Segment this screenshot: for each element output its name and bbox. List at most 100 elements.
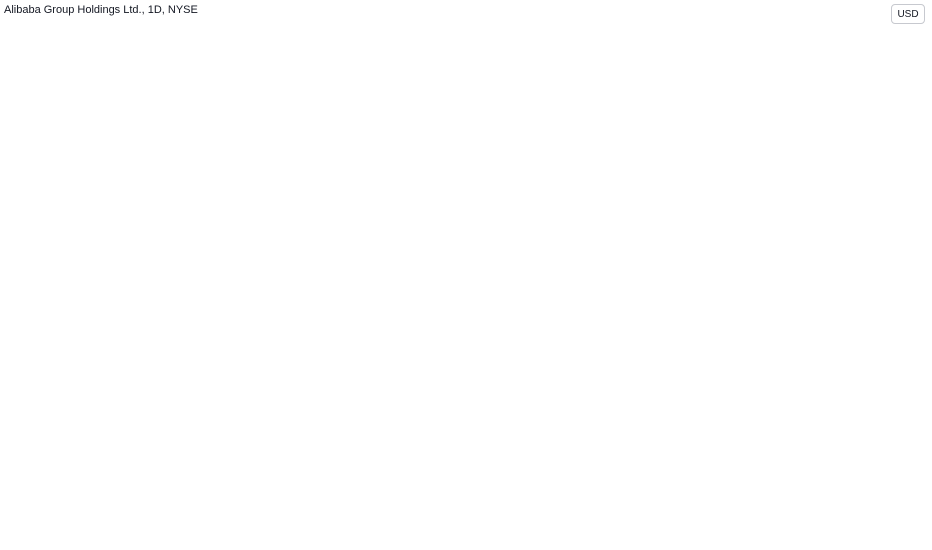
candle-body-156 bbox=[640, 313, 644, 316]
volume-bar-166 bbox=[681, 437, 685, 472]
oscillator-bar-191 bbox=[782, 489, 786, 504]
oscillator-bar-67 bbox=[279, 504, 283, 518]
oscillator-bar-36 bbox=[153, 496, 157, 504]
oscillator-bar-119 bbox=[490, 491, 494, 504]
volume-bar-13 bbox=[60, 439, 63, 472]
candle-body-163 bbox=[668, 357, 673, 359]
oscillator-bar-125 bbox=[514, 498, 518, 504]
oscillator-bar-150 bbox=[616, 504, 619, 520]
volume-bar-60 bbox=[250, 439, 254, 472]
oscillator-bar-3 bbox=[19, 500, 23, 504]
target-arrow-line bbox=[787, 289, 849, 376]
volume-bar-83 bbox=[344, 446, 348, 472]
oscillator-bar-97 bbox=[401, 494, 404, 504]
oscillator-bar-182 bbox=[746, 498, 749, 504]
volume-bar-16 bbox=[72, 437, 76, 472]
candle-body-118 bbox=[486, 204, 490, 216]
candle-body-129 bbox=[530, 267, 535, 282]
candle-body-148 bbox=[607, 218, 612, 244]
volume-bar-112 bbox=[462, 442, 465, 472]
candle-body-1 bbox=[11, 251, 15, 256]
oscillator-bar-138 bbox=[567, 504, 571, 512]
volume-bar-184 bbox=[754, 440, 758, 472]
oscillator-bar-24 bbox=[104, 488, 108, 504]
volume-bar-130 bbox=[535, 438, 538, 472]
price-level-tag-4 bbox=[892, 221, 925, 234]
candle-body-24 bbox=[104, 216, 108, 227]
oscillator-bar-43 bbox=[181, 503, 185, 505]
pattern-ratio-1: 1.28 bbox=[744, 278, 760, 287]
oscillator-bar-11 bbox=[52, 494, 55, 504]
oscillator-bar-83 bbox=[344, 504, 347, 512]
price-level-tag-label-0: 102.16 bbox=[895, 63, 923, 73]
candle-body-187 bbox=[766, 320, 770, 345]
candle-body-143 bbox=[587, 253, 591, 256]
candle-body-106 bbox=[437, 220, 441, 230]
candle-body-193 bbox=[790, 374, 794, 380]
oscillator-bar-155 bbox=[636, 504, 640, 519]
candle-body-116 bbox=[478, 211, 482, 221]
volume-bar-52 bbox=[218, 452, 222, 472]
price-level-tag-2 bbox=[892, 171, 925, 184]
volume-bar-129 bbox=[531, 432, 534, 472]
oscillator-bar-17 bbox=[76, 488, 80, 504]
volume-bar-170 bbox=[697, 450, 701, 472]
time-tick-1: Jul bbox=[179, 534, 191, 544]
oscillator-bar-38 bbox=[161, 497, 165, 504]
volume-bar-68 bbox=[283, 450, 287, 472]
candle-body-80 bbox=[331, 192, 336, 207]
volume-bar-67 bbox=[279, 444, 283, 472]
volume-bar-126 bbox=[518, 443, 522, 472]
oscillator-bar-146 bbox=[600, 504, 603, 516]
candle-body-75 bbox=[311, 125, 315, 149]
oscillator-bar-27 bbox=[117, 489, 120, 504]
candle-body-108 bbox=[445, 210, 449, 222]
candle-body-178 bbox=[729, 336, 733, 346]
volume-bar-192 bbox=[786, 435, 790, 472]
oscillator-bar-174 bbox=[713, 504, 717, 506]
oscillator-bar-177 bbox=[726, 502, 729, 504]
candle-body-132 bbox=[543, 273, 547, 293]
candle-body-144 bbox=[591, 243, 595, 250]
candle-body-114 bbox=[469, 219, 474, 237]
price-level-tag-label-7: 73.24 bbox=[895, 362, 918, 372]
candle-body-59 bbox=[246, 129, 250, 136]
oscillator-bar-170 bbox=[697, 504, 701, 511]
candle-body-71 bbox=[295, 108, 299, 124]
candle-body-109 bbox=[449, 205, 453, 212]
pattern-bcd-fill bbox=[751, 264, 854, 377]
oscillator-bar-115 bbox=[474, 490, 477, 504]
volume-bar-118 bbox=[486, 455, 490, 472]
volume-bar-71 bbox=[295, 442, 299, 472]
price-tick-4: 82.50 bbox=[897, 266, 920, 276]
candle-body-91 bbox=[376, 148, 380, 154]
candle-body-147 bbox=[603, 210, 608, 217]
candle-body-146 bbox=[599, 214, 604, 243]
oscillator-bar-47 bbox=[198, 504, 201, 509]
oscillator-bar-14 bbox=[64, 493, 67, 504]
event-marker-4-shape bbox=[845, 458, 859, 472]
volume-bar-79 bbox=[328, 433, 331, 472]
oscillator-bar-25 bbox=[108, 489, 112, 504]
candle-body-50 bbox=[210, 164, 214, 194]
candle-body-16 bbox=[72, 291, 76, 297]
oscillator-bar-41 bbox=[173, 499, 177, 504]
oscillator-bar-94 bbox=[389, 497, 392, 504]
volume-bar-23 bbox=[100, 453, 104, 472]
oscillator-bar-71 bbox=[295, 504, 299, 517]
volume-bar-26 bbox=[112, 450, 116, 472]
pre-market-badge bbox=[872, 379, 891, 392]
oscillator-bar-193 bbox=[790, 489, 794, 504]
oscillator-bar-167 bbox=[685, 504, 689, 514]
candle-body-46 bbox=[193, 248, 198, 252]
candle-body-191 bbox=[782, 373, 786, 384]
event-marker-2-label: E bbox=[620, 462, 625, 471]
candle-body-113 bbox=[465, 231, 470, 234]
candle-body-61 bbox=[254, 102, 258, 131]
volume-bar-151 bbox=[620, 362, 624, 472]
volume-bar-179 bbox=[734, 435, 737, 472]
currency-button[interactable]: USD bbox=[891, 4, 925, 24]
volume-bar-40 bbox=[169, 452, 173, 472]
